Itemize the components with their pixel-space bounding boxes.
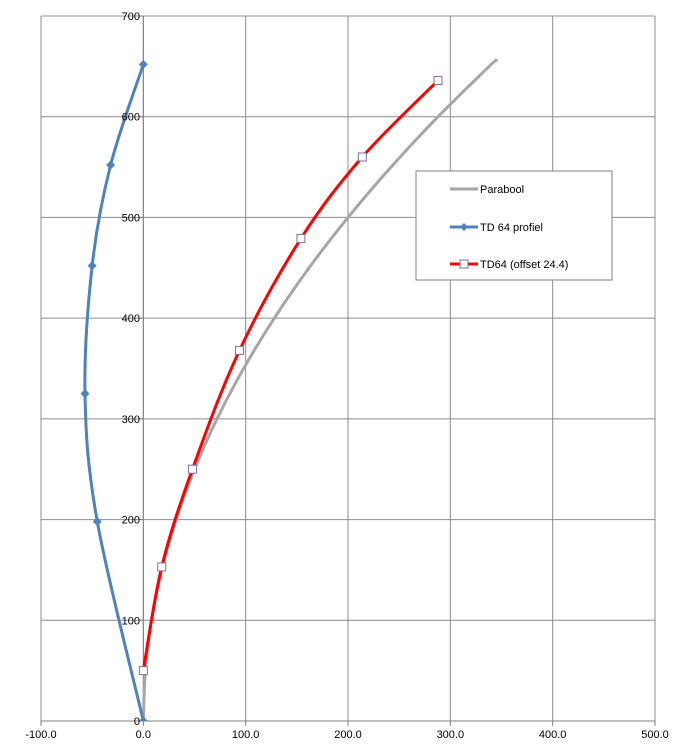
legend-entry-td64-profiel: TD 64 profiel [450, 222, 543, 234]
data-point-td64-offset-24-4 [235, 345, 245, 355]
x-tick-label: 300.0 [437, 729, 465, 741]
data-point-td64-offset-24-4 [357, 152, 367, 162]
data-point-td-64-profiel [138, 716, 148, 721]
legend-entry-parabool: Parabool [450, 184, 524, 196]
data-point-td64-offset-24-4 [157, 562, 167, 572]
x-tick-label: 100.0 [232, 729, 260, 741]
data-point-td64-offset-24-4 [296, 234, 306, 244]
x-tick-label: 200.0 [334, 729, 362, 741]
data-point-td-64-profiel [92, 517, 102, 527]
legend-label-td64-offset: TD64 (offset 24.4) [480, 259, 568, 271]
series-td64-offset-24-4 [138, 75, 443, 676]
x-tick-labels: -100.0 0.0 100.0 200.0 300.0 400.0 500.0 [25, 729, 668, 741]
legend-marker-td64-offset [459, 259, 469, 269]
legend-label-parabool: Parabool [480, 184, 524, 196]
x-tick-label: 400.0 [539, 729, 567, 741]
data-point-td64-offset-24-4 [138, 666, 148, 676]
y-tick-label: 500 [122, 212, 140, 224]
legend-box [415, 170, 613, 281]
y-tick-label: 100 [122, 615, 140, 627]
y-tick-label: 0 [134, 716, 140, 728]
y-tick-label: 600 [122, 112, 140, 124]
legend-marker-td64-profiel [460, 223, 468, 231]
data-point-td-64-profiel [87, 261, 97, 271]
legend-label-td64-profiel: TD 64 profiel [480, 222, 543, 234]
data-point-td-64-profiel [106, 160, 116, 170]
series-layer [80, 58, 498, 721]
y-tick-labels: 0 100 200 300 400 500 600 700 [122, 11, 140, 728]
legend: Parabool TD 64 profiel TD64 (offset 24.4… [415, 170, 613, 281]
series-td-64-profiel [80, 59, 148, 721]
y-tick-label: 400 [122, 313, 140, 325]
x-tick-label: 500.0 [641, 729, 669, 741]
y-tick-label: 200 [122, 515, 140, 527]
data-point-td64-offset-24-4 [433, 75, 443, 85]
x-tick-label: 0.0 [136, 729, 151, 741]
y-tick-label: 300 [122, 414, 140, 426]
data-point-td64-offset-24-4 [187, 464, 197, 474]
legend-entry-td64-offset: TD64 (offset 24.4) [450, 259, 568, 271]
y-tick-label: 700 [122, 11, 140, 23]
data-point-td-64-profiel [80, 389, 90, 399]
data-point-td-64-profiel [138, 59, 148, 69]
x-tick-label: -100.0 [25, 729, 56, 741]
